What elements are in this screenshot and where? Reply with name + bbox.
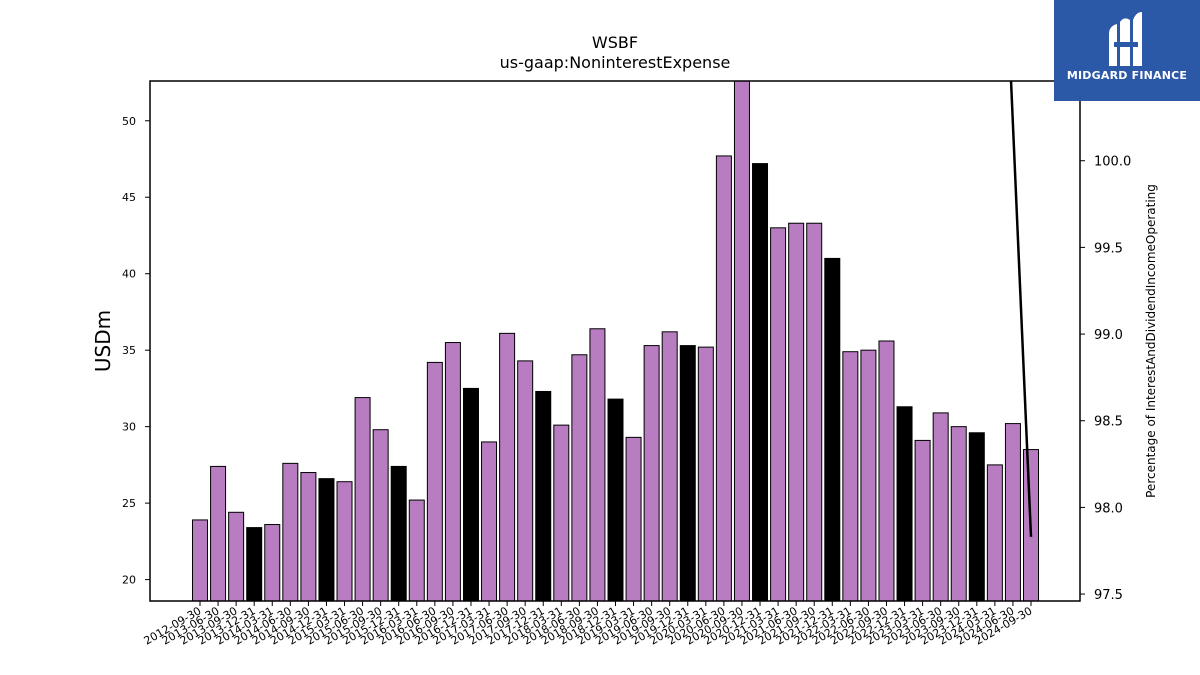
bar-2017-06-30 <box>499 332 516 602</box>
bar-2014-03-31 <box>264 524 281 602</box>
bar-2018-09-30 <box>589 328 606 602</box>
bar-2016-06-30 <box>426 361 443 602</box>
bar-2023-09-30 <box>950 426 967 602</box>
bar-2016-03-31 <box>408 499 425 602</box>
y-tick-label-35: 35 <box>122 344 136 357</box>
bar-2019-09-30 <box>661 331 678 602</box>
bar-2024-06-30 <box>1004 423 1021 602</box>
y-right-tick-label-99.5: 99.5 <box>1094 241 1123 256</box>
bar-2018-12-31 <box>607 398 624 602</box>
bar-2019-12-31 <box>679 345 696 602</box>
y-tick-label-40: 40 <box>122 268 136 281</box>
chart-subtitle: us-gaap:NoninterestExpense <box>500 53 731 72</box>
y-right-tick-label-98.0: 98.0 <box>1094 501 1123 516</box>
bar-2014-12-31 <box>318 478 335 602</box>
bar-2014-06-30 <box>282 462 299 602</box>
y-tick-label-30: 30 <box>122 421 136 434</box>
line-group <box>1009 81 1033 537</box>
bar-2017-12-31 <box>535 390 552 602</box>
y-tick-label-50: 50 <box>122 115 136 128</box>
y-right-tick-label-97.5: 97.5 <box>1094 588 1123 603</box>
y-tick-label-20: 20 <box>122 574 136 587</box>
bar-2015-12-31 <box>390 465 407 602</box>
bar-2022-06-30 <box>860 349 877 602</box>
bar-2022-03-31 <box>842 351 859 602</box>
y-tick-label-45: 45 <box>122 191 136 204</box>
bar-2019-06-30 <box>643 345 660 602</box>
bar-2017-03-31 <box>481 441 498 602</box>
bar-2023-12-31 <box>968 432 985 602</box>
y-right-tick-label-98.5: 98.5 <box>1094 415 1123 430</box>
bar-2013-09-30 <box>228 511 245 602</box>
bar-2018-03-31 <box>553 424 570 602</box>
bar-2016-09-30 <box>444 342 461 602</box>
bar-2021-06-30 <box>788 222 805 602</box>
bar-2019-03-31 <box>625 436 642 602</box>
bar-2020-06-30 <box>715 155 732 602</box>
bar-2017-09-30 <box>517 360 534 602</box>
y-right-tick-label-100.0: 100.0 <box>1094 155 1131 170</box>
bar-2020-03-31 <box>697 346 714 602</box>
y-axis-right: 97.5 98.0 98.5 99.0 99.5 100.0 <box>1080 155 1131 603</box>
y-axis-right-label: Percentage of InterestAndDividendIncomeO… <box>1144 184 1158 498</box>
bar-2022-12-31 <box>896 406 913 602</box>
bar-2021-03-31 <box>770 227 787 602</box>
bar-2020-12-31 <box>752 163 769 602</box>
bar-2024-03-31 <box>986 464 1003 602</box>
bar-2012-09-30 <box>192 519 208 602</box>
bar-2022-09-30 <box>878 340 895 602</box>
bar-2021-09-30 <box>806 222 823 602</box>
brand-name: MIDGARD FINANCE <box>1066 69 1188 82</box>
bar-2014-09-30 <box>300 472 317 602</box>
y-axis-left: 20 25 30 35 40 45 50 <box>122 115 150 587</box>
y-right-tick-label-99.0: 99.0 <box>1094 328 1123 343</box>
x-axis: 2012-09-302013-06-302013-09-302013-12-31… <box>142 601 1035 648</box>
line-series <box>1009 81 1033 537</box>
bar-2013-12-31 <box>246 527 263 602</box>
y-tick-label-25: 25 <box>122 497 136 510</box>
bar-2015-06-30 <box>354 397 371 602</box>
bar-2021-12-31 <box>824 257 841 602</box>
bars-group <box>192 80 1039 602</box>
bar-2016-12-31 <box>462 387 479 602</box>
chart-title: WSBF <box>592 33 638 52</box>
bar-2020-09-30 <box>733 80 750 602</box>
brand-logo: MIDGARD FINANCE <box>1054 0 1200 101</box>
bar-2023-03-31 <box>914 439 931 602</box>
midgard-m-logo-icon <box>1109 12 1142 66</box>
bar-2023-06-30 <box>932 412 949 602</box>
bar-2013-06-30 <box>210 465 227 602</box>
bar-2018-06-30 <box>571 354 588 602</box>
bar-2015-09-30 <box>372 429 389 602</box>
bar-2015-03-31 <box>336 481 353 602</box>
y-axis-label: USDm <box>91 310 115 372</box>
